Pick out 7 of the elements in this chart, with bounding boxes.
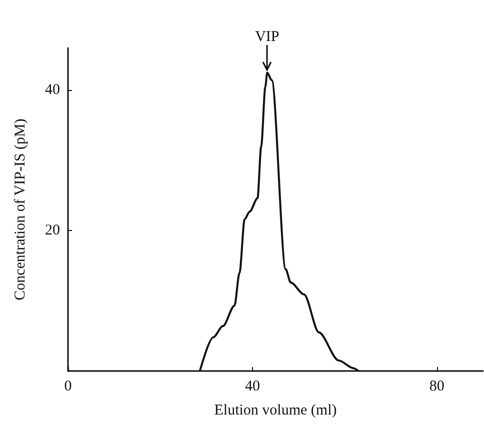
y-axis-title: Concentration of VIP-IS (pM) bbox=[12, 118, 28, 300]
annotation: VIP bbox=[255, 28, 280, 45]
x-tick-label: 40 bbox=[244, 378, 260, 394]
x-tick-label: 0 bbox=[64, 378, 72, 394]
x-tick-label: 80 bbox=[429, 378, 444, 394]
x-axis-title: Elution volume (ml) bbox=[214, 402, 337, 418]
y-tick-label: 20 bbox=[45, 222, 60, 239]
